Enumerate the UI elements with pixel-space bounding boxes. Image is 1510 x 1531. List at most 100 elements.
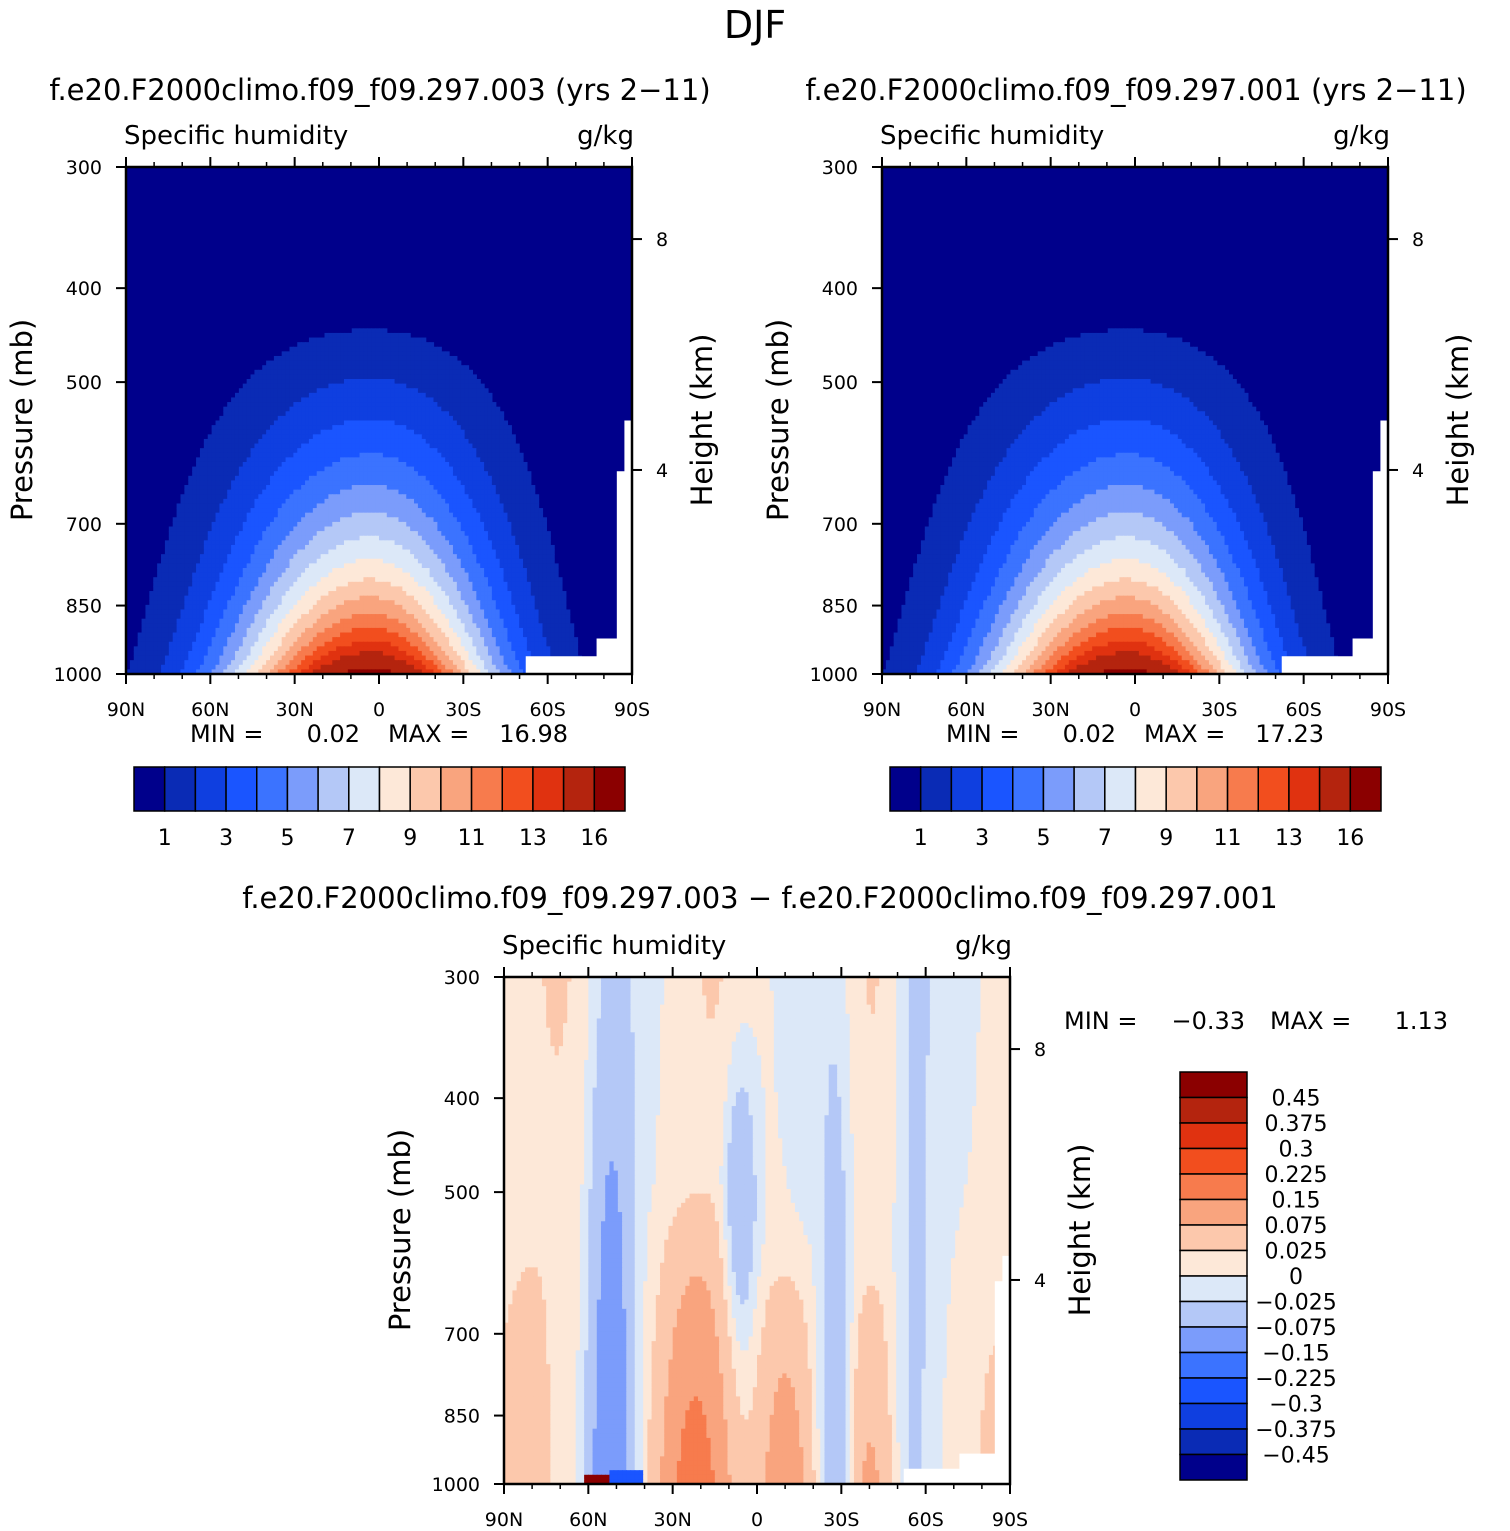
- contour-cell: [247, 407, 251, 412]
- contour-cell: [270, 421, 274, 426]
- contour-cell: [422, 374, 426, 379]
- contour-cell: [395, 379, 399, 384]
- contour-cell: [239, 416, 243, 421]
- contour-cell: [325, 421, 329, 426]
- contour-cell: [313, 411, 317, 416]
- contour-cell: [332, 421, 336, 426]
- contour-cell: [367, 393, 371, 398]
- contour-cell: [430, 430, 434, 435]
- contour-cell: [383, 402, 387, 407]
- contour-cell: [395, 351, 399, 356]
- contour-cell: [484, 411, 488, 416]
- contour-cell: [297, 421, 301, 426]
- contour-cell: [348, 416, 352, 421]
- contour-cell: [328, 393, 332, 398]
- contour-cell: [313, 393, 317, 398]
- contour-cell: [278, 416, 282, 421]
- contour-cell: [387, 347, 391, 352]
- contour-cell: [282, 370, 286, 375]
- contour-cell: [457, 370, 461, 375]
- contour-cell: [414, 416, 418, 421]
- panel-left-units: g/kg: [577, 121, 634, 151]
- contour-cell: [340, 370, 344, 375]
- contour-cell: [387, 430, 391, 435]
- contour-cell: [367, 421, 371, 426]
- contour-cell: [437, 374, 441, 379]
- contour-cell: [325, 365, 329, 370]
- contour-cell: [286, 407, 290, 412]
- contour-cell: [278, 411, 282, 416]
- contour-cell: [309, 397, 313, 402]
- contour-cell: [243, 430, 247, 435]
- contour-cell: [325, 356, 329, 361]
- contour-cell: [379, 333, 383, 338]
- contour-cell: [297, 384, 301, 389]
- contour-cell: [363, 370, 367, 375]
- contour-cell: [356, 347, 360, 352]
- contour-cell: [484, 407, 488, 412]
- contour-cell: [317, 374, 321, 379]
- contour-cell: [344, 393, 348, 398]
- contour-cell: [313, 416, 317, 421]
- contour-cell: [356, 430, 360, 435]
- contour-cell: [398, 402, 402, 407]
- contour-cell: [270, 397, 274, 402]
- contour-cell: [449, 421, 453, 426]
- contour-cell: [433, 416, 437, 421]
- contour-cell: [433, 384, 437, 389]
- contour-cell: [297, 402, 301, 407]
- contour-cell: [476, 411, 480, 416]
- contour-cell: [363, 347, 367, 352]
- contour-cell: [352, 434, 356, 439]
- contour-cell: [410, 351, 414, 356]
- contour-cell: [328, 397, 332, 402]
- contour-cell: [402, 333, 406, 338]
- contour-cell: [430, 347, 434, 352]
- contour-cell: [371, 384, 375, 389]
- contour-cell: [391, 421, 395, 426]
- contour-cell: [321, 361, 325, 366]
- contour-cell: [391, 338, 395, 343]
- contour-cell: [297, 365, 301, 370]
- contour-cell: [235, 407, 239, 412]
- contour-cell: [391, 402, 395, 407]
- contour-cell: [449, 379, 453, 384]
- contour-cell: [247, 411, 251, 416]
- contour-cell: [282, 402, 286, 407]
- contour-cell: [480, 421, 484, 426]
- contour-cell: [344, 384, 348, 389]
- contour-cell: [410, 356, 414, 361]
- contour-cell: [449, 402, 453, 407]
- contour-cell: [348, 347, 352, 352]
- contour-cell: [332, 397, 336, 402]
- contour-cell: [344, 411, 348, 416]
- contour-cell: [375, 342, 379, 347]
- contour-cell: [231, 397, 235, 402]
- contour-cell: [395, 338, 399, 343]
- contour-cell: [332, 411, 336, 416]
- contour-cell: [391, 407, 395, 412]
- contour-cell: [395, 421, 399, 426]
- contour-cell: [321, 430, 325, 435]
- contour-cell: [406, 384, 410, 389]
- contour-cell: [266, 370, 270, 375]
- contour-cell: [313, 361, 317, 366]
- contour-cell: [332, 333, 336, 338]
- contour-cell: [270, 388, 274, 393]
- contour-cell: [325, 416, 329, 421]
- contour-cell: [422, 370, 426, 375]
- contour-cell: [282, 397, 286, 402]
- contour-cell: [398, 342, 402, 347]
- contour-cell: [395, 370, 399, 375]
- contour-cell: [453, 361, 457, 366]
- contour-cell: [278, 379, 282, 384]
- contour-cell: [500, 421, 504, 426]
- contour-cell: [289, 374, 293, 379]
- contour-cell: [387, 379, 391, 384]
- contour-cell: [227, 402, 231, 407]
- contour-cell: [231, 411, 235, 416]
- contour-cell: [418, 351, 422, 356]
- contour-cell: [414, 407, 418, 412]
- contour-cell: [258, 402, 262, 407]
- contour-cell: [379, 365, 383, 370]
